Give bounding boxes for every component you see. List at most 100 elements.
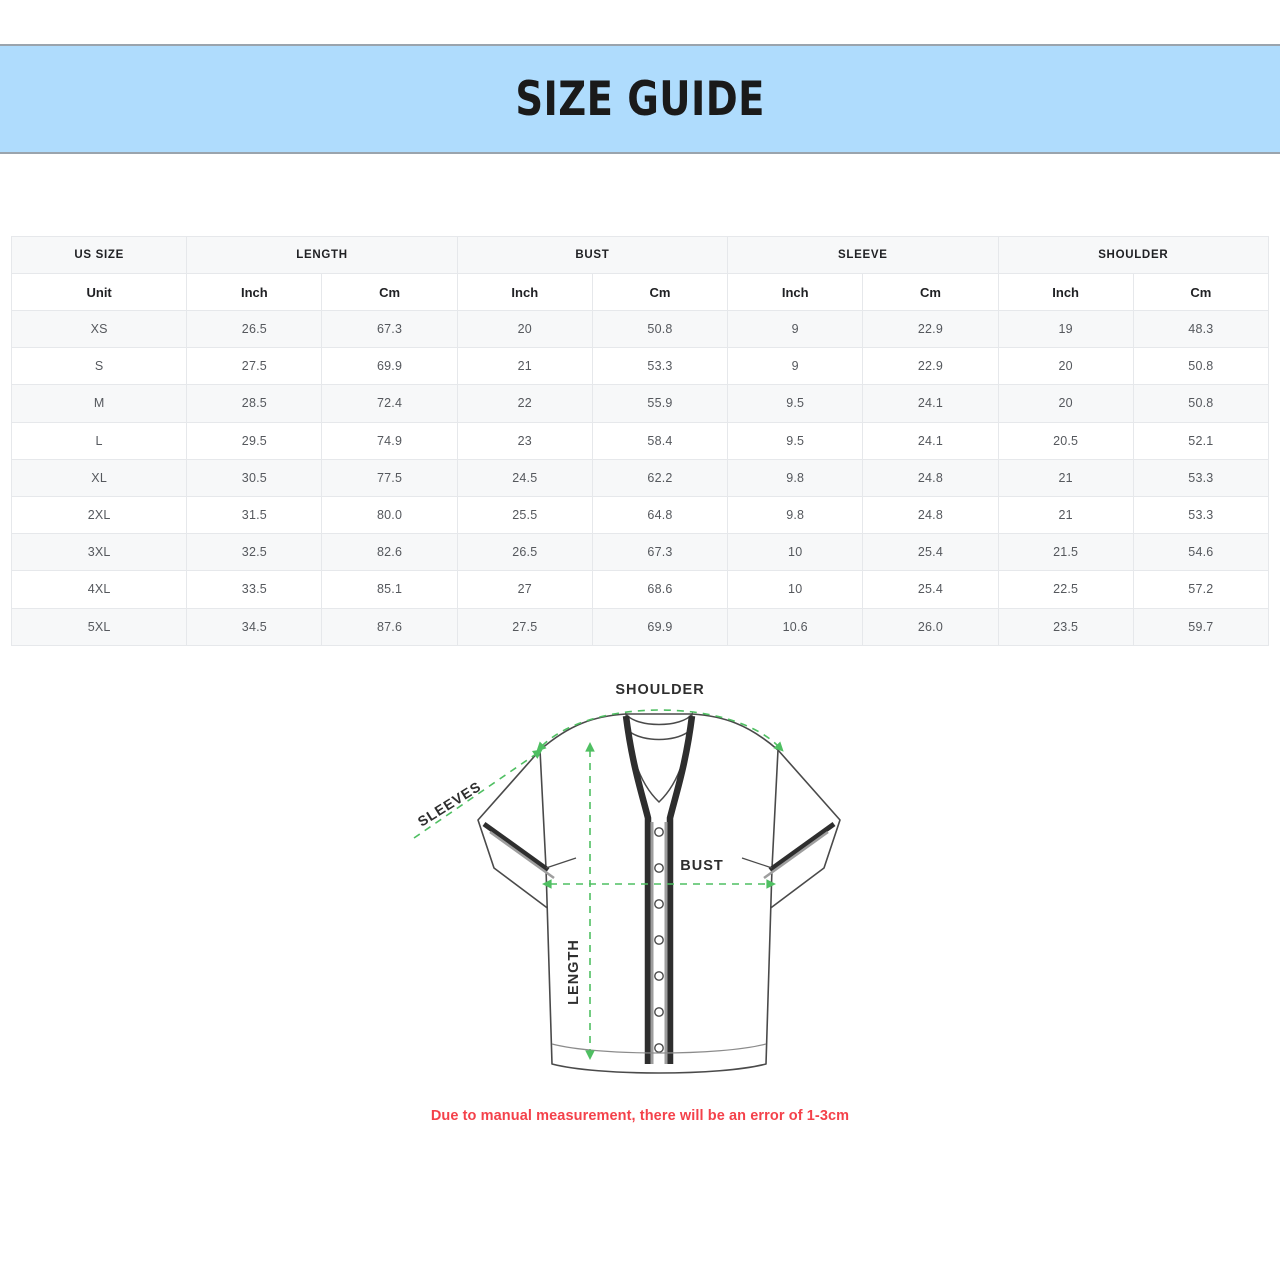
cell-shoulder-in: 20.5 [997,421,1134,460]
cell-length-cm: 69.9 [321,347,458,386]
cell-shoulder-cm: 52.1 [1132,421,1270,460]
table-row: 3XL 32.5 82.6 26.5 67.3 10 25.4 21.5 54.… [10,533,1270,572]
cell-length-cm: 74.9 [321,421,458,460]
cell-bust-cm: 69.9 [591,607,729,646]
cell-sleeve-cm: 24.8 [862,495,999,535]
cell-bust-in: 24.5 [456,458,593,497]
cell-bust-in: 21 [456,347,593,386]
cell-size: L [10,421,188,460]
jersey-hem-line [551,1043,767,1054]
cell-sleeve-in: 9.5 [727,421,864,460]
cell-sleeve-cm: 26.0 [862,607,999,646]
cell-sleeve-in: 9 [727,347,864,386]
measurement-disclaimer: Due to manual measurement, there will be… [430,1108,850,1124]
table-row: 2XL 31.5 80.0 25.5 64.8 9.8 24.8 21 53.3 [10,495,1270,535]
cell-length-cm: 77.5 [321,458,458,497]
cell-shoulder-in: 21.5 [997,533,1134,572]
shoulder-label: SHOULDER [615,682,704,698]
cell-shoulder-in: 21 [997,495,1134,535]
cell-bust-in: 20 [456,309,593,349]
cell-length-cm: 82.6 [321,533,458,572]
cell-shoulder-cm: 50.8 [1132,347,1270,386]
unit-shoulder-cm: Cm [1132,273,1270,311]
cell-size: XL [10,458,188,497]
cell-size: 2XL [10,495,188,535]
group-header-sleeve: SLEEVE [727,236,999,274]
cell-sleeve-cm: 24.1 [862,384,999,423]
cell-sleeve-in: 9 [727,309,864,349]
cell-length-cm: 67.3 [321,309,458,349]
cell-size: 3XL [10,533,188,572]
cell-sleeve-cm: 22.9 [862,347,999,386]
left-armhole-seam [545,857,577,869]
size-table-container: US SIZE LENGTH BUST SLEEVE SHOULDER Unit… [10,236,1270,646]
jersey-placket-stripes [622,715,696,1064]
cell-shoulder-in: 20 [997,347,1134,386]
cell-length-in: 30.5 [186,458,323,497]
cell-sleeve-in: 10.6 [727,607,864,646]
table-group-header-row: US SIZE LENGTH BUST SLEEVE SHOULDER [10,236,1270,274]
table-row: L 29.5 74.9 23 58.4 9.5 24.1 20.5 52.1 [10,421,1270,460]
cell-size: M [10,384,188,423]
unit-sleeve-cm: Cm [862,273,999,311]
table-row: 5XL 34.5 87.6 27.5 69.9 10.6 26.0 23.5 5… [10,607,1270,646]
unit-bust-cm: Cm [591,273,729,311]
cell-bust-in: 22 [456,384,593,423]
table-row: S 27.5 69.9 21 53.3 9 22.9 20 50.8 [10,347,1270,386]
cell-length-cm: 85.1 [321,570,458,609]
cell-shoulder-cm: 48.3 [1132,309,1270,349]
cell-size: 4XL [10,570,188,609]
length-label: LENGTH [566,939,582,1005]
page-title: SIZE GUIDE [515,71,765,127]
group-header-shoulder: SHOULDER [997,236,1270,274]
cell-sleeve-cm: 22.9 [862,309,999,349]
cell-bust-in: 26.5 [456,533,593,572]
cell-bust-cm: 68.6 [591,570,729,609]
unit-bust-inch: Inch [456,273,593,311]
cell-sleeve-in: 10 [727,570,864,609]
cell-length-cm: 80.0 [321,495,458,535]
cell-length-in: 29.5 [186,421,323,460]
cell-size: S [10,347,188,386]
cell-shoulder-cm: 57.2 [1132,570,1270,609]
table-row: XS 26.5 67.3 20 50.8 9 22.9 19 48.3 [10,309,1270,349]
jersey-cuff-stripes [482,821,836,880]
sleeves-measure-line [413,749,543,839]
group-header-bust: BUST [456,236,729,274]
cell-length-in: 27.5 [186,347,323,386]
cell-shoulder-in: 20 [997,384,1134,423]
table-row: M 28.5 72.4 22 55.9 9.5 24.1 20 50.8 [10,384,1270,423]
cell-sleeve-cm: 25.4 [862,533,999,572]
cell-bust-in: 23 [456,421,593,460]
cell-bust-cm: 53.3 [591,347,729,386]
unit-label: Unit [10,273,188,311]
cell-bust-in: 27.5 [456,607,593,646]
size-table: US SIZE LENGTH BUST SLEEVE SHOULDER Unit… [10,236,1270,646]
cell-shoulder-cm: 59.7 [1132,607,1270,646]
cell-length-in: 26.5 [186,309,323,349]
cell-bust-in: 25.5 [456,495,593,535]
unit-sleeve-inch: Inch [727,273,864,311]
cell-sleeve-in: 9.5 [727,384,864,423]
unit-length-inch: Inch [186,273,323,311]
jersey-outline [477,713,841,1074]
cell-bust-cm: 62.2 [591,458,729,497]
bust-label: BUST [680,858,723,874]
shoulder-measure-line [536,709,784,752]
table-row: XL 30.5 77.5 24.5 62.2 9.8 24.8 21 53.3 [10,458,1270,497]
cell-shoulder-cm: 50.8 [1132,384,1270,423]
cell-sleeve-in: 9.8 [727,458,864,497]
group-header-length: LENGTH [186,236,458,274]
unit-length-cm: Cm [321,273,458,311]
cell-bust-cm: 50.8 [591,309,729,349]
cell-size: 5XL [10,607,188,646]
sleeves-label: SLEEVES [415,778,484,830]
size-guide-banner: SIZE GUIDE [0,44,1280,154]
cell-length-in: 31.5 [186,495,323,535]
cell-shoulder-in: 21 [997,458,1134,497]
jersey-measurement-diagram: SHOULDER SLEEVES BUST LENGTH [390,672,930,1092]
unit-shoulder-inch: Inch [997,273,1134,311]
table-unit-row: Unit Inch Cm Inch Cm Inch Cm Inch Cm [10,273,1270,311]
cell-shoulder-in: 22.5 [997,570,1134,609]
cell-shoulder-in: 19 [997,309,1134,349]
